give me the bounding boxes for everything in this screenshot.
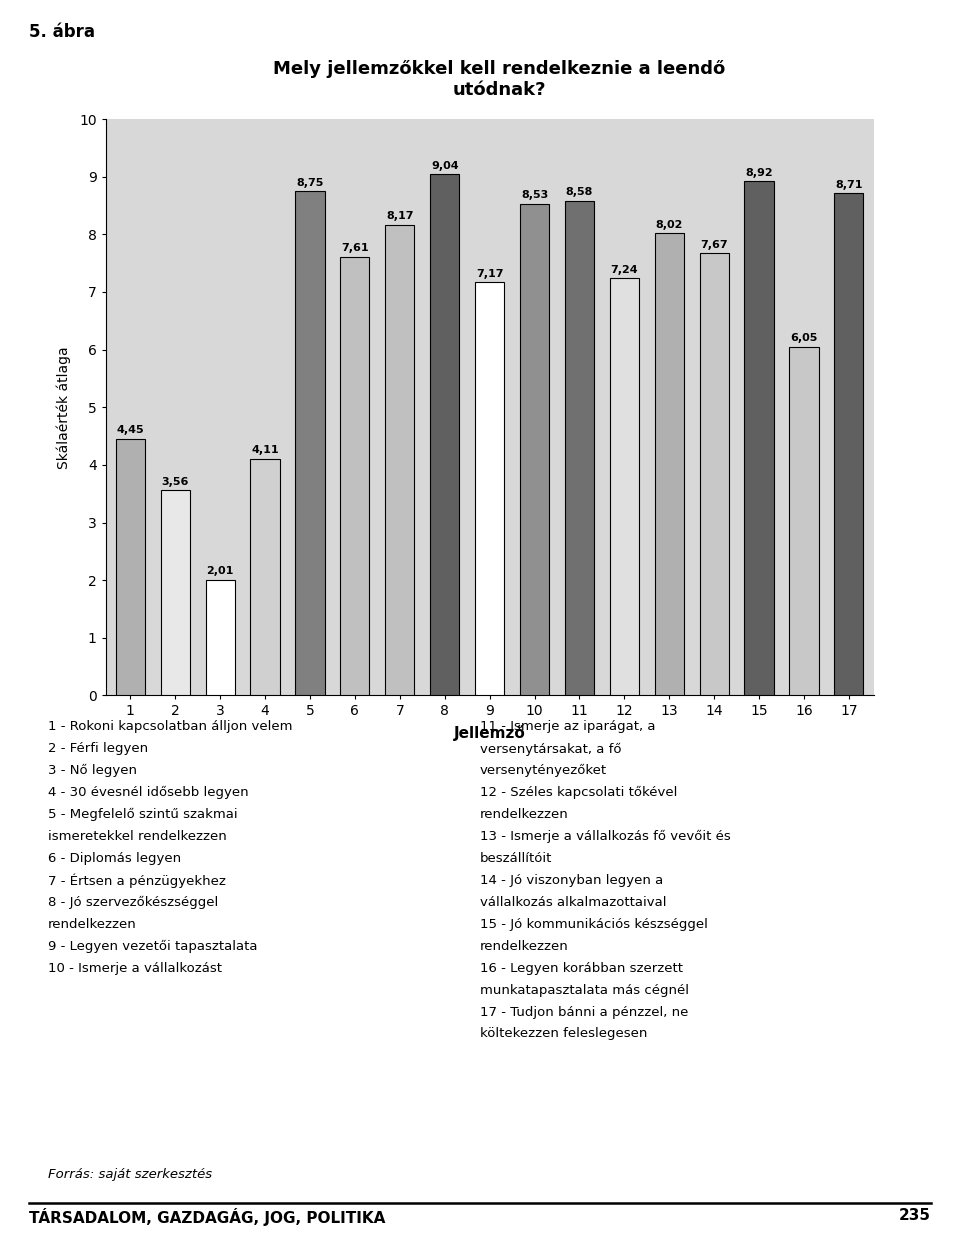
Bar	[475, 282, 504, 695]
Text: 8,71: 8,71	[835, 180, 863, 190]
Text: 8,92: 8,92	[745, 168, 773, 178]
Text: 5 - Megfelelő szintű szakmai: 5 - Megfelelő szintű szakmai	[48, 808, 238, 821]
Bar	[205, 580, 235, 695]
Text: Mely jellemzőkkel kell rendelkeznie a leendő
utódnak?: Mely jellemzőkkel kell rendelkeznie a le…	[273, 60, 726, 99]
Text: 17 - Tudjon bánni a pénzzel, ne: 17 - Tudjon bánni a pénzzel, ne	[480, 1005, 688, 1019]
Text: 7,17: 7,17	[476, 268, 503, 278]
Text: 8,17: 8,17	[386, 211, 414, 221]
Text: versenytársakat, a fő: versenytársakat, a fő	[480, 742, 621, 756]
Text: 2,01: 2,01	[206, 566, 234, 576]
Text: 7,67: 7,67	[701, 239, 728, 249]
Text: 12 - Széles kapcsolati tőkével: 12 - Széles kapcsolati tőkével	[480, 787, 678, 799]
Bar	[834, 193, 863, 695]
Bar	[385, 224, 415, 695]
Text: 7,61: 7,61	[341, 243, 369, 253]
Text: 13 - Ismerje a vállalkozás fő vevőit és: 13 - Ismerje a vállalkozás fő vevőit és	[480, 831, 731, 843]
Bar	[430, 174, 459, 695]
Text: 8,53: 8,53	[521, 190, 548, 200]
Text: 4,11: 4,11	[252, 445, 278, 455]
Bar	[340, 257, 370, 695]
Text: 4 - 30 évesnél idősebb legyen: 4 - 30 évesnél idősebb legyen	[48, 787, 249, 799]
Text: munkatapasztalata más cégnél: munkatapasztalata más cégnél	[480, 984, 689, 996]
Text: 3 - Nő legyen: 3 - Nő legyen	[48, 764, 137, 777]
Text: rendelkezzen: rendelkezzen	[480, 940, 568, 952]
Bar	[564, 200, 594, 695]
Text: 7 - Értsen a pénzügyekhez: 7 - Értsen a pénzügyekhez	[48, 875, 226, 888]
Text: költekezzen feleslegesen: költekezzen feleslegesen	[480, 1027, 647, 1040]
Text: 6,05: 6,05	[790, 333, 818, 343]
Text: 6 - Diplomás legyen: 6 - Diplomás legyen	[48, 852, 181, 865]
Bar	[520, 204, 549, 695]
Text: 8 - Jó szervezőkészséggel: 8 - Jó szervezőkészséggel	[48, 896, 218, 908]
Text: beszállítóit: beszállítóit	[480, 852, 552, 865]
Text: Forrás: saját szerkesztés: Forrás: saját szerkesztés	[48, 1168, 212, 1180]
Text: 10 - Ismerje a vállalkozást: 10 - Ismerje a vállalkozást	[48, 962, 222, 975]
Text: versenytényezőket: versenytényezőket	[480, 764, 607, 777]
Text: 8,75: 8,75	[297, 178, 324, 188]
Text: 5. ábra: 5. ábra	[29, 23, 95, 40]
Text: 7,24: 7,24	[611, 264, 638, 274]
Text: 15 - Jó kommunikációs készséggel: 15 - Jó kommunikációs készséggel	[480, 917, 708, 931]
Text: 2 - Férfi legyen: 2 - Férfi legyen	[48, 742, 148, 756]
Bar	[160, 490, 190, 695]
Bar	[116, 439, 145, 695]
Text: 9,04: 9,04	[431, 160, 459, 170]
Text: ismeretekkel rendelkezzen: ismeretekkel rendelkezzen	[48, 831, 227, 843]
Text: 11 - Ismerje az iparágat, a: 11 - Ismerje az iparágat, a	[480, 720, 656, 733]
Text: 14 - Jó viszonyban legyen a: 14 - Jó viszonyban legyen a	[480, 875, 663, 887]
Text: 235: 235	[900, 1208, 931, 1223]
Text: 3,56: 3,56	[161, 476, 189, 486]
Text: 16 - Legyen korábban szerzett: 16 - Legyen korábban szerzett	[480, 962, 683, 975]
Text: 8,58: 8,58	[565, 188, 593, 198]
Bar	[789, 347, 819, 695]
Text: rendelkezzen: rendelkezzen	[480, 808, 568, 821]
Text: 4,45: 4,45	[116, 426, 144, 436]
Text: 8,02: 8,02	[656, 219, 683, 229]
Text: 9 - Legyen vezetői tapasztalata: 9 - Legyen vezetői tapasztalata	[48, 940, 257, 952]
Text: 1 - Rokoni kapcsolatban álljon velem: 1 - Rokoni kapcsolatban álljon velem	[48, 720, 293, 733]
Bar	[296, 190, 324, 695]
Text: vállalkozás alkalmazottaival: vállalkozás alkalmazottaival	[480, 896, 666, 908]
Text: rendelkezzen: rendelkezzen	[48, 917, 136, 931]
Bar	[655, 233, 684, 695]
X-axis label: Jellemző: Jellemző	[454, 725, 525, 742]
Bar	[700, 253, 729, 695]
Text: TÁRSADALOM, GAZDAGÁG, JOG, POLITIKA: TÁRSADALOM, GAZDAGÁG, JOG, POLITIKA	[29, 1208, 385, 1225]
Bar	[610, 278, 639, 695]
Y-axis label: Skálaérték átlaga: Skálaérték átlaga	[56, 346, 71, 469]
Bar	[251, 459, 279, 695]
Bar	[744, 182, 774, 695]
